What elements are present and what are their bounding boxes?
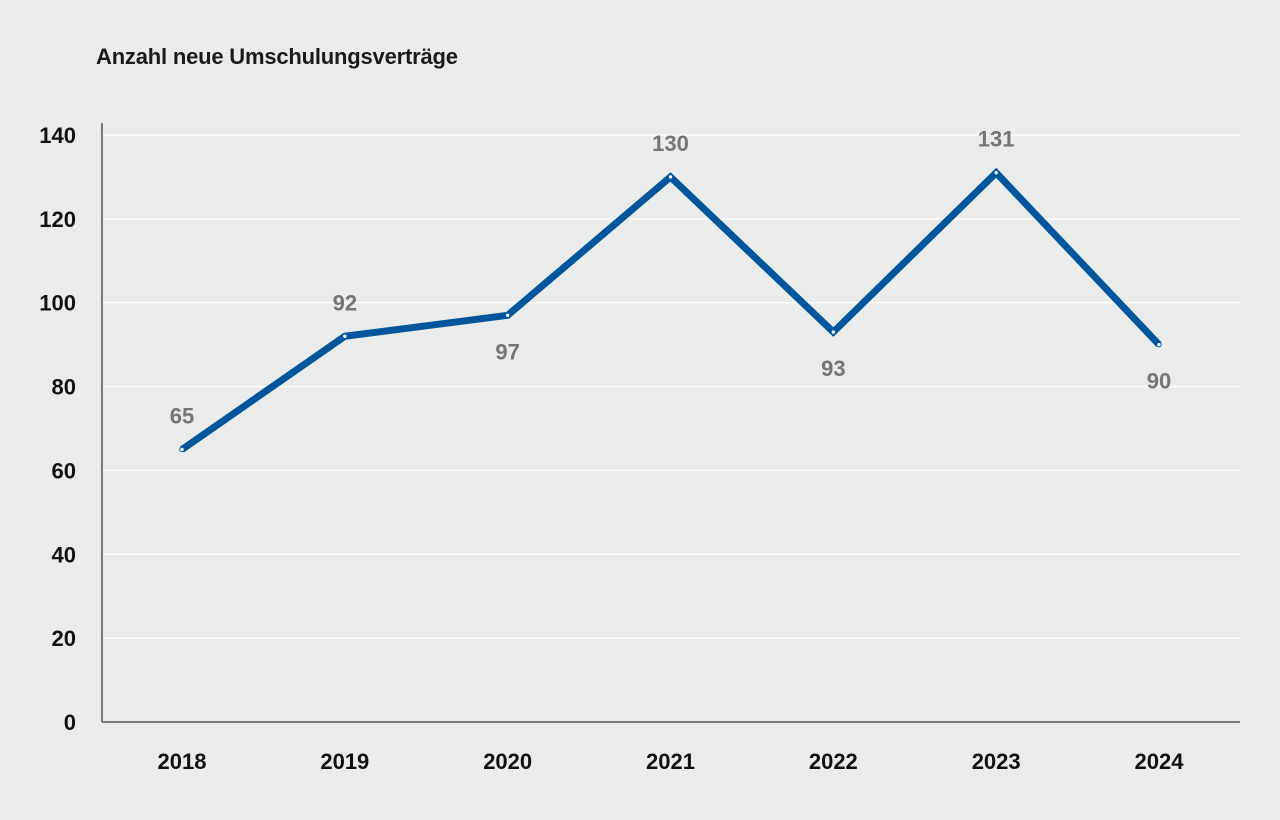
y-tick-label: 100 — [39, 291, 76, 316]
data-point — [993, 170, 999, 176]
data-label: 130 — [652, 131, 689, 156]
series-layer — [179, 167, 1162, 453]
x-tick-labels: 2018 2019 2020 2021 2022 2023 2024 — [158, 749, 1185, 774]
y-tick-label: 140 — [39, 123, 76, 148]
y-tick-label: 20 — [52, 626, 76, 651]
x-tick-label: 2021 — [646, 749, 695, 774]
x-tick-label: 2019 — [320, 749, 369, 774]
data-label: 131 — [978, 127, 1015, 152]
data-point — [342, 333, 348, 339]
x-tick-label: 2018 — [158, 749, 207, 774]
y-tick-label: 120 — [39, 207, 76, 232]
data-label: 92 — [333, 290, 357, 315]
x-tick-label: 2020 — [483, 749, 532, 774]
data-label: 90 — [1147, 369, 1171, 394]
data-label: 93 — [821, 356, 845, 381]
y-tick-labels: 0 20 40 60 80 100 120 140 — [39, 123, 76, 735]
x-tick-label: 2023 — [972, 749, 1021, 774]
y-tick-label: 40 — [52, 542, 76, 567]
chart-title: Anzahl neue Umschulungsverträge — [96, 44, 458, 69]
data-point — [504, 312, 511, 318]
y-tick-label: 80 — [52, 375, 76, 400]
data-label: 97 — [495, 339, 519, 364]
data-labels: 65 92 97 130 93 131 90 — [170, 127, 1171, 429]
data-point — [830, 329, 837, 335]
x-tick-label: 2024 — [1135, 749, 1185, 774]
gridlines — [102, 134, 1240, 639]
axes — [101, 123, 1240, 723]
series-line — [180, 167, 1162, 453]
y-tick-label: 0 — [64, 710, 76, 735]
y-tick-label: 60 — [52, 458, 76, 483]
data-point — [1156, 341, 1162, 348]
data-point — [179, 446, 185, 453]
data-point — [667, 174, 674, 180]
data-label: 65 — [170, 403, 194, 428]
x-tick-label: 2022 — [809, 749, 858, 774]
